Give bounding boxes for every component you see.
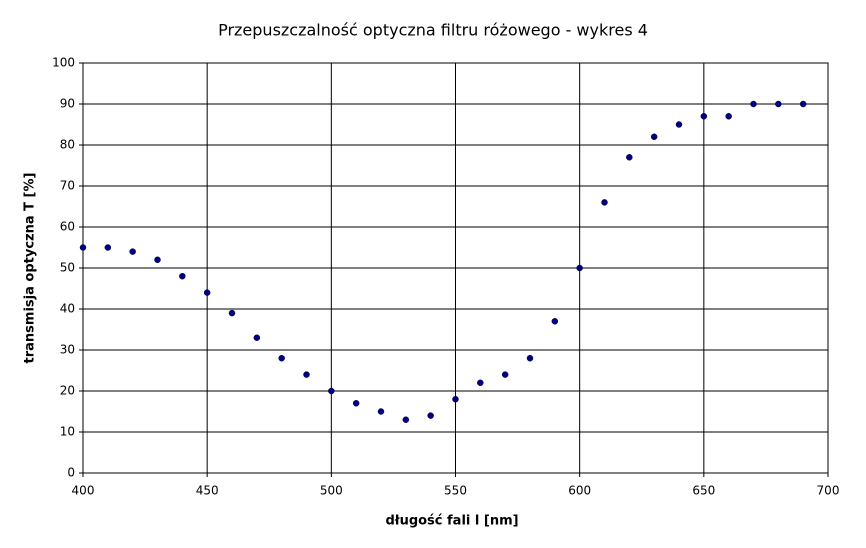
y-tick-label: 50 <box>60 261 75 275</box>
y-tick-label: 30 <box>60 343 75 357</box>
y-tick-label: 90 <box>60 97 75 111</box>
data-point <box>700 113 708 120</box>
data-point <box>576 264 583 272</box>
data-point <box>501 371 509 378</box>
y-tick-label: 60 <box>60 220 75 234</box>
y-tick-label: 80 <box>60 138 75 152</box>
y-tick-label: 40 <box>60 302 75 316</box>
data-point <box>278 354 285 362</box>
data-point <box>551 318 559 325</box>
data-point <box>303 371 310 378</box>
x-tick-label: 600 <box>568 484 591 498</box>
data-point <box>129 248 136 255</box>
data-point <box>601 199 608 206</box>
y-tick-label: 10 <box>60 425 75 439</box>
x-tick-label: 500 <box>320 484 343 498</box>
data-point <box>477 379 484 387</box>
data-point <box>725 113 732 120</box>
data-point <box>626 154 633 161</box>
data-point <box>799 100 807 108</box>
y-tick-label: 0 <box>67 466 75 480</box>
data-point <box>352 400 360 407</box>
x-tick-label: 550 <box>444 484 467 498</box>
data-point <box>650 133 658 141</box>
data-point <box>79 244 87 251</box>
x-tick-label: 450 <box>196 484 219 498</box>
y-axis-title: transmisja optyczna T [%] <box>23 173 38 364</box>
data-point <box>328 387 335 395</box>
data-point <box>750 100 757 108</box>
y-tick-label: 100 <box>52 56 75 70</box>
data-point <box>427 412 434 419</box>
data-point <box>526 354 534 362</box>
chart-title: Przepuszczalność optyczna filtru różoweg… <box>218 21 648 40</box>
data-point <box>179 272 186 280</box>
data-point <box>402 416 410 423</box>
data-point <box>377 408 385 415</box>
data-point <box>253 334 261 341</box>
data-point <box>228 309 236 317</box>
x-axis-title: długość fali l [nm] <box>385 514 518 529</box>
data-point <box>675 121 683 128</box>
data-point <box>203 289 211 296</box>
x-tick-label: 650 <box>692 484 715 498</box>
data-point <box>104 244 112 251</box>
y-tick-label: 70 <box>60 179 75 193</box>
x-tick-label: 700 <box>817 484 840 498</box>
y-tick-label: 20 <box>60 384 75 398</box>
data-point <box>452 395 459 403</box>
data-point <box>775 100 782 108</box>
data-point <box>154 256 161 264</box>
x-tick-label: 400 <box>72 484 95 498</box>
